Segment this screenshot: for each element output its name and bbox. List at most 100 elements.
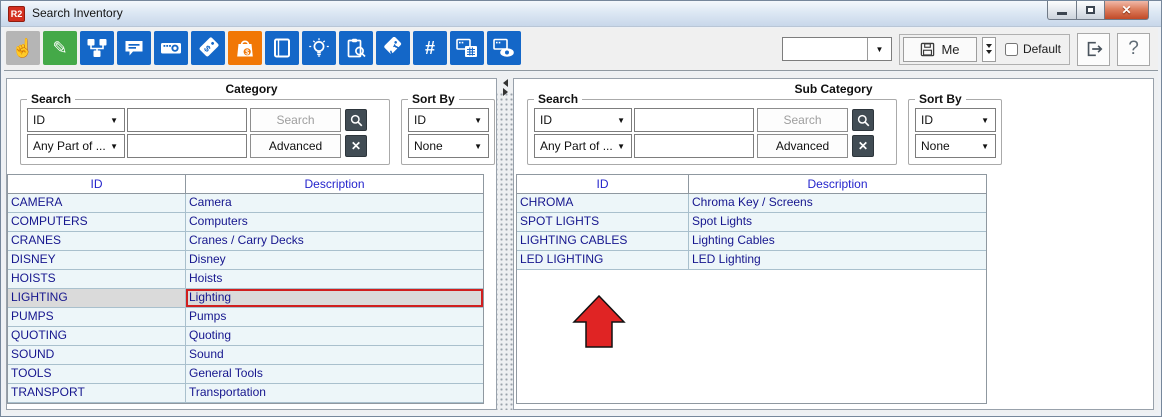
cell-id[interactable]: COMPUTERS (8, 213, 186, 231)
save-me-button[interactable]: Me (902, 36, 977, 62)
tag-refresh-icon[interactable] (376, 31, 410, 65)
cell-id[interactable]: DISNEY (8, 251, 186, 269)
cell-id[interactable]: LIGHTING (8, 289, 186, 307)
cell-id[interactable]: TOOLS (8, 365, 186, 383)
subcategory-clear-button[interactable]: ✕ (852, 135, 874, 157)
table-row[interactable]: LIGHTING CABLES Lighting Cables (517, 232, 986, 251)
cell-id[interactable]: LED LIGHTING (517, 251, 689, 269)
restore-button[interactable] (1077, 1, 1105, 20)
table-row[interactable]: DISNEY Disney (8, 251, 483, 270)
category-search-mode-combo[interactable]: Any Part of ... ▼ (27, 134, 125, 158)
column-header-description[interactable]: Description (304, 177, 365, 191)
subcategory-search-input[interactable] (634, 108, 754, 132)
subcategory-sort-secondary-combo[interactable]: None ▼ (915, 134, 996, 158)
book-icon[interactable] (265, 31, 299, 65)
table-row[interactable]: SOUND Sound (8, 346, 483, 365)
cell-description[interactable]: Lighting Cables (692, 233, 775, 247)
table-row[interactable]: CRANES Cranes / Carry Decks (8, 232, 483, 251)
category-sort-secondary-combo[interactable]: None ▼ (408, 134, 489, 158)
projector-icon[interactable] (154, 31, 188, 65)
clipboard-search-icon[interactable] (339, 31, 373, 65)
cell-description[interactable]: Camera (189, 195, 232, 209)
subcategory-advanced-button[interactable]: Advanced (757, 134, 848, 158)
cell-description[interactable]: Cranes / Carry Decks (189, 233, 304, 247)
cell-id[interactable]: SPOT LIGHTS (517, 213, 689, 231)
chevron-down-icon[interactable]: ▼ (866, 38, 891, 60)
table-row[interactable]: LIGHTING Lighting (8, 289, 483, 308)
cell-id[interactable]: CHROMA (517, 194, 689, 212)
cell-id[interactable]: SOUND (8, 346, 186, 364)
cell-description[interactable]: Computers (189, 214, 248, 228)
hash-icon[interactable]: # (413, 31, 447, 65)
saved-view-combo[interactable]: ▼ (781, 37, 892, 61)
subcategory-magnifier-button[interactable] (852, 109, 874, 131)
cell-description[interactable]: Transportation (189, 385, 266, 399)
price-tag-icon[interactable]: $ (191, 31, 225, 65)
table-row[interactable]: HOISTS Hoists (8, 270, 483, 289)
default-checkbox[interactable] (1004, 42, 1018, 56)
subcategory-sort-primary-combo[interactable]: ID ▼ (915, 108, 996, 132)
cell-description[interactable]: General Tools (189, 366, 263, 380)
panel-splitter[interactable] (497, 78, 513, 410)
table-row[interactable]: QUOTING Quoting (8, 327, 483, 346)
category-sort-primary-combo[interactable]: ID ▼ (408, 108, 489, 132)
cell-id[interactable]: CAMERA (8, 194, 186, 212)
combo-value: ID (921, 113, 933, 127)
cell-id[interactable]: TRANSPORT (8, 384, 186, 402)
table-row[interactable]: SPOT LIGHTS Spot Lights (517, 213, 986, 232)
table-row[interactable]: CHROMA Chroma Key / Screens (517, 194, 986, 213)
cell-description[interactable]: Quoting (189, 328, 232, 342)
shopping-bag-icon[interactable]: $ (228, 31, 262, 65)
table-row[interactable]: COMPUTERS Computers (8, 213, 483, 232)
cell-id[interactable]: CRANES (8, 232, 186, 250)
category-search-input[interactable] (127, 108, 247, 132)
category-advanced-button[interactable]: Advanced (250, 134, 341, 158)
cell-description[interactable]: LED Lighting (692, 252, 761, 266)
table-row[interactable]: CAMERA Camera (8, 194, 483, 213)
cell-description[interactable]: Hoists (189, 271, 223, 285)
subcategory-search-mode-combo[interactable]: Any Part of ... ▼ (534, 134, 632, 158)
close-button[interactable]: ✕ (1105, 1, 1149, 20)
cell-id[interactable]: PUMPS (8, 308, 186, 326)
minimize-icon (1057, 11, 1067, 15)
category-search-field-combo[interactable]: ID ▼ (27, 108, 125, 132)
subcategory-search-button[interactable]: Search (757, 108, 848, 132)
org-chart-icon[interactable] (80, 31, 114, 65)
cell-description[interactable]: Pumps (189, 309, 227, 323)
table-row[interactable]: LED LIGHTING LED Lighting (517, 251, 986, 270)
cell-description[interactable]: Sound (189, 347, 224, 361)
cell-description[interactable]: Spot Lights (692, 214, 753, 228)
cell-description[interactable]: Disney (189, 252, 226, 266)
category-table-header: ID Description (8, 175, 483, 194)
splitter-arrows[interactable] (497, 78, 513, 96)
projector-eye-icon[interactable] (487, 31, 521, 65)
category-clear-button[interactable]: ✕ (345, 135, 367, 157)
lightbulb-icon[interactable] (302, 31, 336, 65)
cell-id[interactable]: HOISTS (8, 270, 186, 288)
category-search-button[interactable]: Search (250, 108, 341, 132)
comment-icon[interactable] (117, 31, 151, 65)
cell-description[interactable]: Chroma Key / Screens (692, 195, 813, 209)
column-header-id[interactable]: ID (8, 175, 186, 193)
cell-id[interactable]: QUOTING (8, 327, 186, 345)
category-magnifier-button[interactable] (345, 109, 367, 131)
cell-id[interactable]: LIGHTING CABLES (517, 232, 689, 250)
category-panel-title: Category (225, 82, 278, 96)
column-header-description[interactable]: Description (807, 177, 868, 191)
save-me-label: Me (941, 41, 960, 57)
column-header-id[interactable]: ID (517, 175, 689, 193)
spinner-arrow-icon (985, 44, 992, 48)
category-search-mode-input[interactable] (127, 134, 247, 158)
minimize-button[interactable] (1047, 1, 1077, 20)
edit-pencil-icon[interactable]: ✎ (43, 31, 77, 65)
subcategory-search-mode-input[interactable] (634, 134, 754, 158)
help-button[interactable]: ? (1117, 32, 1150, 66)
table-row[interactable]: TRANSPORT Transportation (8, 384, 483, 403)
exit-button[interactable] (1077, 32, 1110, 66)
table-row[interactable]: PUMPS Pumps (8, 308, 483, 327)
cell-description[interactable]: Lighting (186, 289, 483, 307)
subcategory-search-field-combo[interactable]: ID ▼ (534, 108, 632, 132)
projector-calendar-icon[interactable] (450, 31, 484, 65)
table-row[interactable]: TOOLS General Tools (8, 365, 483, 384)
save-options-spinner[interactable] (981, 36, 996, 62)
